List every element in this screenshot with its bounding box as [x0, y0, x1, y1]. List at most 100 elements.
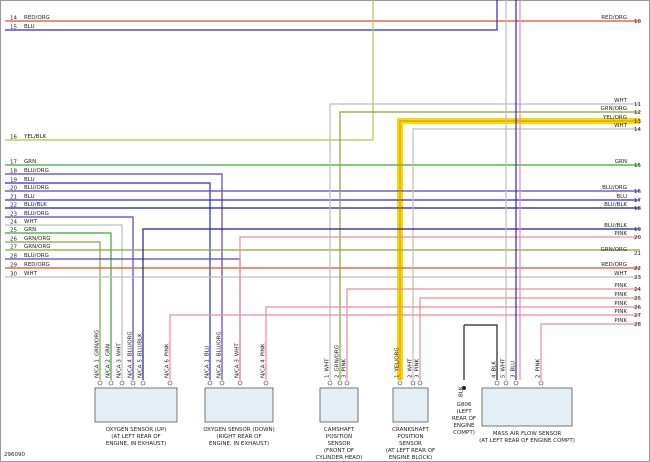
- wire-label: YEL/BLK: [23, 134, 47, 140]
- wire-number: 25: [634, 296, 641, 302]
- wire-label: GRN: [24, 227, 36, 233]
- component-caption: (AT LEFT REAR OF ENGINE COMPT): [479, 438, 575, 444]
- wire-number: 17: [10, 160, 17, 166]
- pin-label: 5 WHT: [501, 358, 507, 378]
- wire-number: 11: [634, 102, 641, 108]
- pin-label: N/CA 4 PINK: [261, 343, 267, 378]
- wire-number: 10: [634, 19, 641, 25]
- wire-label: RED/ORG: [24, 262, 50, 268]
- terminal: [503, 380, 509, 386]
- pin-label: N/CA 6 PINK: [165, 343, 171, 378]
- wire-number: 22: [634, 266, 641, 272]
- pin-label: BLK: [459, 386, 465, 397]
- wire-label: BLU/ORG: [24, 185, 49, 191]
- wire-number: 18: [10, 169, 17, 175]
- wire-label: PINK: [614, 309, 627, 315]
- wire-label: BLU/ORG: [24, 211, 49, 217]
- terminal: [130, 380, 136, 386]
- terminal: [344, 380, 350, 386]
- pin-wire: PINK: [165, 343, 171, 356]
- pin-label: N/CA 5 BLU/BLK: [138, 333, 144, 378]
- wire-number: 14: [10, 16, 17, 22]
- pin-label: N/CA 1 BLU: [205, 346, 211, 378]
- figure-id: 296090: [4, 452, 25, 458]
- wire-number: 20: [10, 186, 17, 192]
- pin-label: 1 YEL/ORG: [395, 347, 401, 378]
- component-caption: CAMSHAFT: [324, 427, 355, 433]
- component-box: [392, 387, 429, 423]
- terminal: [237, 380, 243, 386]
- pin-number: 2: [335, 375, 341, 379]
- terminal: [410, 380, 416, 386]
- pin-label: 3 PINK: [415, 358, 421, 378]
- wire-label: GRN: [615, 159, 627, 165]
- pin-number: N/CA 2: [106, 359, 112, 378]
- pin-label: 3 BLU: [511, 361, 517, 378]
- wire: [169, 314, 640, 380]
- wire-label: PINK: [614, 292, 627, 298]
- component-caption: REAR OF: [452, 416, 476, 422]
- pin-number: N/CA 6: [165, 359, 171, 378]
- pin-wire: YEL/ORG: [395, 347, 401, 372]
- pin-wire: PINK: [536, 358, 542, 371]
- pin-number: 3: [511, 374, 517, 378]
- component-caption: ENGINE BLOCK): [389, 455, 432, 461]
- wire-label: BLU: [24, 24, 35, 30]
- wire-label: PINK: [614, 231, 627, 237]
- terminal: [327, 380, 333, 386]
- wire-number: 25: [10, 228, 17, 234]
- terminal: [417, 380, 423, 386]
- pin-wire: WHT: [501, 358, 507, 372]
- pin-number: 1: [325, 375, 331, 379]
- wire-label: BLU/ORG: [602, 185, 627, 191]
- wire-number: 24: [634, 287, 641, 293]
- wire-number: 16: [10, 135, 17, 141]
- wire-label: GRN/ORG: [24, 236, 50, 242]
- pin-wire: BLU/BLK: [138, 333, 144, 356]
- pin-label: N/CA 1 GRN/ORG: [95, 330, 101, 378]
- wire: [5, 0, 374, 141]
- wire-number: 23: [10, 212, 17, 218]
- wire-label: YEL/ORG: [602, 115, 627, 121]
- component-caption: COMPT): [453, 430, 475, 436]
- ground-terminal: [462, 386, 466, 390]
- wire: [419, 297, 640, 380]
- wire-label: WHT: [24, 271, 38, 277]
- pin-wire: BLK: [492, 361, 498, 372]
- wire-number: 19: [634, 227, 641, 233]
- pin-number: N/CA 1: [205, 359, 211, 378]
- component-caption: (FRONT OF: [324, 448, 354, 454]
- pin-label: N/CA 2 GRN: [106, 344, 112, 378]
- wire-number: 21: [634, 251, 641, 257]
- wire-number: 23: [634, 275, 641, 281]
- wire-label: RED/ORG: [601, 262, 627, 268]
- pin-wire: WHT: [325, 358, 331, 372]
- component-caption: ENGINE, IN EXHAUST): [106, 441, 166, 447]
- wire-number: 22: [10, 203, 17, 209]
- pin-wire: WHT: [235, 343, 241, 357]
- component-box: [481, 387, 573, 427]
- wire-number: 29: [10, 263, 17, 269]
- wire: [346, 288, 640, 380]
- wire-label: BLU: [24, 194, 35, 200]
- wire-label: RED/ORG: [24, 15, 50, 21]
- wire: [142, 228, 640, 380]
- component-caption: POSITION: [326, 434, 352, 440]
- wire-number: 26: [10, 237, 17, 243]
- pin-number: N/CA 4: [261, 359, 267, 378]
- wire-label: GRN/ORG: [24, 244, 50, 250]
- terminal: [263, 380, 269, 386]
- component-caption: ENGINE, IN EXHAUST): [209, 441, 269, 447]
- wire-label: WHT: [614, 123, 628, 129]
- terminal: [140, 380, 146, 386]
- pin-label: N/CA 3 WHT: [235, 343, 241, 378]
- pin-label: 2 PINK: [536, 358, 542, 378]
- wire: [412, 128, 640, 380]
- wire-number: 28: [10, 254, 17, 260]
- pin-number: 4: [492, 374, 498, 378]
- component-caption: (AT LEFT REAR OF: [111, 434, 160, 440]
- terminal: [219, 380, 225, 386]
- pin-label: 3 PINK: [342, 358, 348, 378]
- wire-number: 27: [10, 245, 17, 251]
